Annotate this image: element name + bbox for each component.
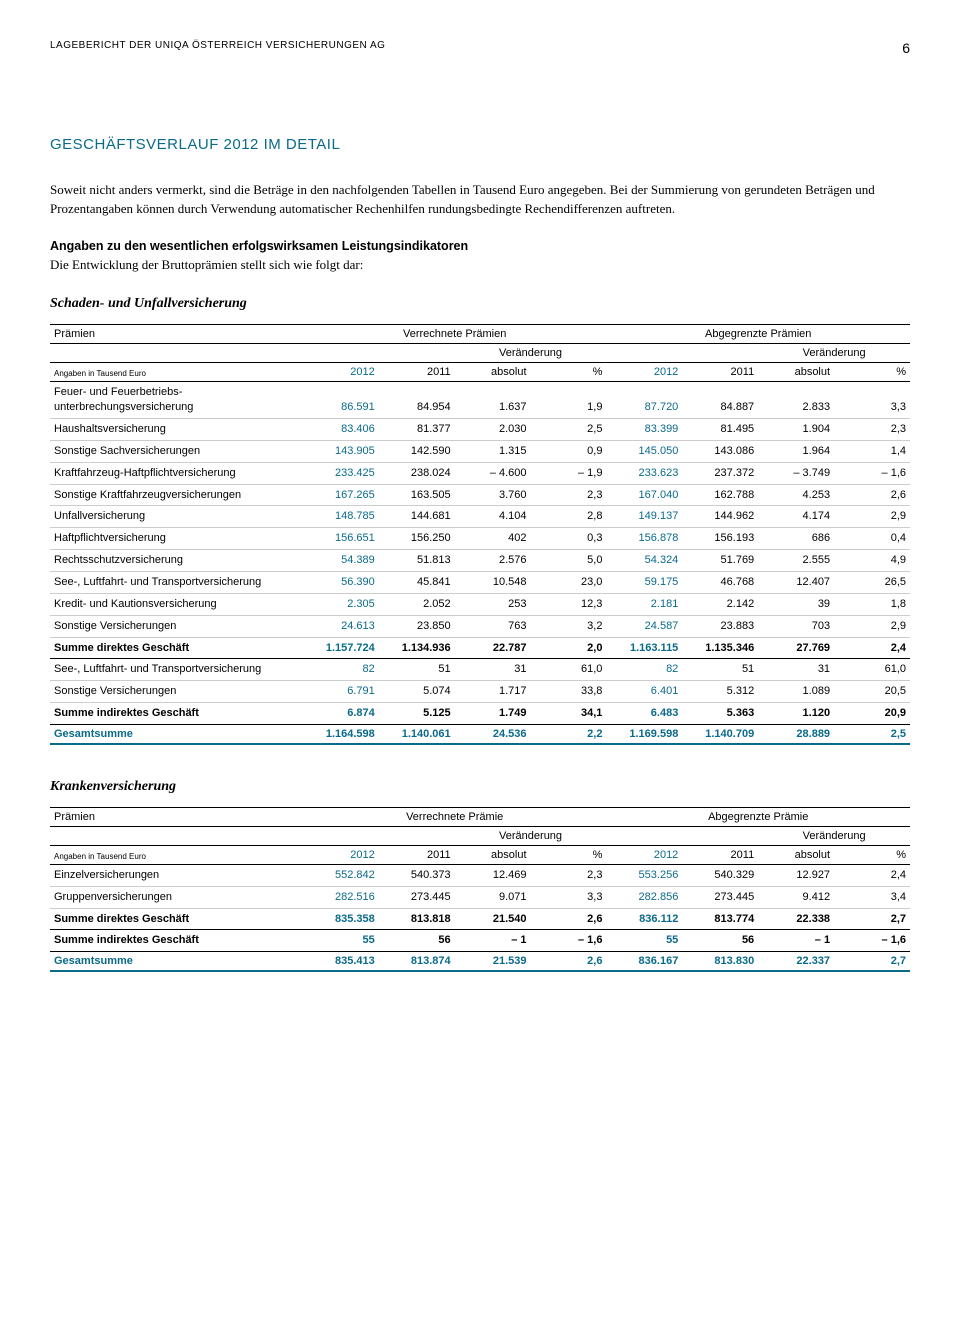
table2-caption: Krankenversicherung <box>50 779 910 795</box>
table1-caption: Schaden- und Unfallversicherung <box>50 296 910 312</box>
col-abgegrenzte: Abgegrenzte Prämien <box>606 325 910 344</box>
table-row: Angaben in Tausend Euro 2012 2011 absolu… <box>50 363 910 382</box>
col-praemien: Prämien <box>50 325 303 344</box>
page-header: LAGEBERICHT DER UNIQA ÖSTERREICH VERSICH… <box>50 40 910 56</box>
table-row: Rechtsschutzversicherung54.38951.8132.57… <box>50 550 910 572</box>
table-row: Prämien Verrechnete Prämie Abgegrenzte P… <box>50 807 910 826</box>
table-row: Sonstige Sachversicherungen143.905142.59… <box>50 440 910 462</box>
table-row: See-, Luftfahrt- und Transportversicheru… <box>50 571 910 593</box>
intro-lead: Angaben zu den wesentlichen erfolgswirks… <box>50 239 468 253</box>
table-row: Angaben in Tausend Euro 2012 2011 absolu… <box>50 845 910 864</box>
table-row: Einzelversicherungen552.842540.37312.469… <box>50 864 910 886</box>
table-row-sum-direkt: Summe direktes Geschäft835.358813.81821.… <box>50 908 910 930</box>
table-row: Kredit- und Kautionsversicherung2.3052.0… <box>50 593 910 615</box>
table-row-sum-indirekt: Summe indirektes Geschäft5556– 1– 1,6555… <box>50 930 910 952</box>
table-row: Unfallversicherung148.785144.6814.1042,8… <box>50 506 910 528</box>
table-row-total: Gesamtsumme835.413813.87421.5392,6836.16… <box>50 952 910 972</box>
table-schaden-unfall: Prämien Verrechnete Prämien Abgegrenzte … <box>50 324 910 745</box>
table-row: Veränderung Veränderung <box>50 344 910 363</box>
page-number: 6 <box>902 40 910 56</box>
intro-paragraph-1: Soweit nicht anders vermerkt, sind die B… <box>50 181 910 219</box>
intro-rest: Die Entwicklung der Bruttoprämien stellt… <box>50 257 363 272</box>
units-label: Angaben in Tausend Euro <box>50 363 303 382</box>
intro-paragraph-2: Angaben zu den wesentlichen erfolgswirks… <box>50 237 910 275</box>
table-row: Sonstige Versicherungen6.7915.0741.71733… <box>50 681 910 703</box>
col-veraenderung: Veränderung <box>758 344 910 363</box>
table-row: Prämien Verrechnete Prämien Abgegrenzte … <box>50 325 910 344</box>
col-veraenderung: Veränderung <box>455 344 607 363</box>
table-row: Haushaltsversicherung83.40681.3772.0302,… <box>50 419 910 441</box>
table-row-sum-indirekt: Summe indirektes Geschäft6.8745.1251.749… <box>50 703 910 725</box>
table-kranken: Prämien Verrechnete Prämie Abgegrenzte P… <box>50 807 910 972</box>
running-title: LAGEBERICHT DER UNIQA ÖSTERREICH VERSICH… <box>50 40 385 51</box>
table-row: Gruppenversicherungen282.516273.4459.071… <box>50 886 910 908</box>
table-row: Sonstige Versicherungen24.61323.8507633,… <box>50 615 910 637</box>
table-row: Haftpflichtversicherung156.651156.250402… <box>50 528 910 550</box>
table-row: Sonstige Kraftfahrzeugversicherungen167.… <box>50 484 910 506</box>
table-row: Kraftfahrzeug-Haftpflichtversicherung233… <box>50 462 910 484</box>
table-row-sum-direkt: Summe direktes Geschäft1.157.7241.134.93… <box>50 637 910 659</box>
table-row: Feuer- und Feuerbetriebs­unterbrechungsv… <box>50 382 910 419</box>
col-verrechnete: Verrechnete Prämien <box>303 325 607 344</box>
table-row-total: Gesamtsumme1.164.5981.140.06124.5362,21.… <box>50 724 910 744</box>
section-title: GESCHÄFTSVERLAUF 2012 IM DETAIL <box>50 136 910 153</box>
table-row: Veränderung Veränderung <box>50 826 910 845</box>
table-row: See-, Luftfahrt- und Transportversicheru… <box>50 659 910 681</box>
